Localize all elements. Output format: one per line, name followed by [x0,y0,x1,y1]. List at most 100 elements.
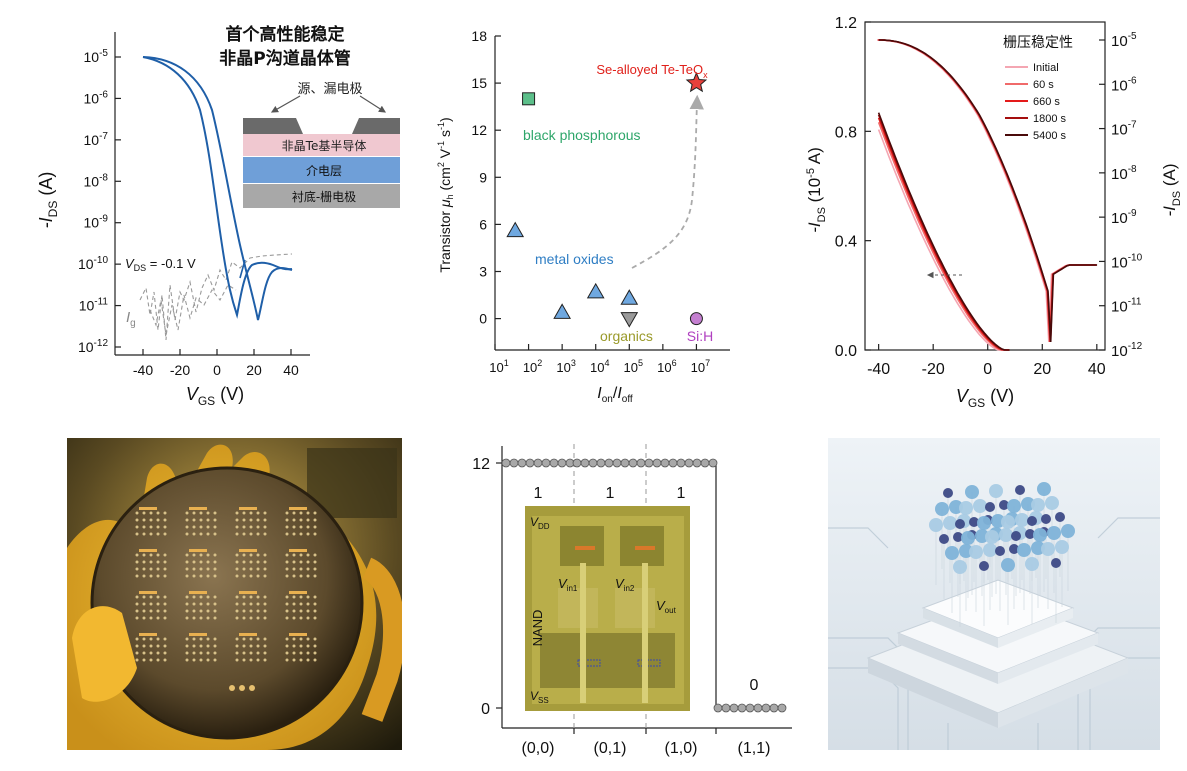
panel-c-y-left-tick-label: 1.2 [835,15,857,32]
data-point-si-h [689,312,703,326]
panel-a-y-axis-label: -IDS (A) [36,172,60,229]
output-datapoint [517,458,527,468]
panel-c-y-right-tick-label: 10-9 [1111,208,1137,227]
substrate-layer [243,184,400,208]
wafer-die-array [135,507,317,662]
panel-b-y-tick-label: 3 [479,264,487,280]
crystal-lattice [929,482,1075,627]
data-point-black-phosphorous [522,92,536,106]
output-datapoint [628,458,638,468]
output-datapoint [761,703,771,713]
panel-e-x-tick-label: (1,1) [738,740,771,757]
output-datapoint [549,458,559,468]
panel-a-y-tick-label: 10-6 [84,89,109,106]
panel-b-x-tick-label: 107 [691,358,710,375]
panel-b-y-tick-label: 18 [471,28,487,44]
panel-b-y-tick-label: 6 [479,216,487,232]
panel-b-y-tick-label: 9 [479,169,487,185]
panel-a-transfer-curve-forward [142,56,293,319]
panel-a-y-tick-label: 10-8 [84,172,109,189]
log-curve-1800-s [878,39,1097,343]
inset-vin2-label: Vin2 [615,576,635,593]
log-curve-60-s [877,39,1096,343]
panel-a-y-tick-label: 10-9 [84,214,109,231]
annotation-black-phosphorous: black phosphorous [523,127,641,143]
panel-c-y-right-tick-label: 10-11 [1111,297,1142,316]
panel-b-y-tick-label: 0 [479,311,487,327]
panel-a-x-axis-label: VGS (V) [186,384,244,408]
output-datapoint [533,458,543,468]
logic-value: 1 [606,485,615,502]
panel-b-axes [494,36,730,351]
output-datapoint [713,703,723,713]
output-datapoint [501,458,511,468]
panel-b-x-tick-label: 105 [624,358,643,375]
panel-c-stability-curve: 0.0 0.4 0.8 1.2 10-5 10-6 10-7 10-8 10-9 10-10 10… [805,15,1183,410]
panel-c-x-tick-label: -40 [867,361,890,378]
legend-label: Initial [1033,62,1059,74]
output-datapoint [676,458,686,468]
output-datapoint [660,458,670,468]
legend-label: 1800 s [1033,113,1067,125]
output-datapoint [753,703,763,713]
panel-a-y-tick-label: 10-7 [84,131,109,148]
semiconductor-layer-label: 非晶Te基半导体 [282,139,367,153]
panel-a-y-tick-label: 10-11 [79,297,109,314]
chip-illustration [828,438,1160,750]
output-datapoint [612,458,622,468]
panel-a-y-tick-label: 10-12 [78,338,108,355]
output-datapoint [700,458,710,468]
panel-a-title-line1: 首个高性能稳定 [226,24,345,45]
output-datapoint [729,703,739,713]
output-datapoint [644,458,654,468]
data-point-metal-oxides [553,303,572,319]
annotation-organics: organics [600,328,653,344]
data-point-se-alloyed-te-teox [685,71,708,93]
panel-c-y-left-tick-label: 0.4 [835,234,857,251]
panel-b-y-axis-label: Transistor μh (cm2 V-1 s-1) [436,117,455,272]
panel-b-x-tick-label: 106 [657,358,676,375]
linear-curve-initial [877,129,1010,351]
panel-b-x-tick-label: 103 [556,358,575,375]
output-datapoint [721,703,731,713]
trend-arrow [631,94,704,269]
annotation-metal-oxides: metal oxides [535,251,614,267]
panel-a-y-tick-label: 10-5 [84,48,109,65]
panel-a-transfer-curve-reverse [142,56,293,321]
panel-c-y-right-tick-label: 10-12 [1111,341,1143,360]
panel-c-y-left-label: -IDS (10-5 A) [805,147,828,233]
inset-vss-label: VSS [530,689,549,705]
panel-e-nand-logic: 12 0 (0,0) (0,1) (1,0) (1,1) VDD VSS Vin1 Vi… [472,444,792,757]
data-point-organics [620,312,639,328]
panel-b-x-axis-label: Ion/Ioff [597,385,633,405]
data-point-metal-oxides [506,221,525,238]
panel-c-frame [864,21,1106,351]
panel-a-x-tick-label: 0 [213,362,221,378]
panel-a-y-tick-label: 10-10 [78,255,108,272]
wafer-photo [67,438,402,750]
device-schematic: 源、漏电极 非晶Te基半导体 介电层 衬底-栅电极 [243,81,400,208]
panel-b-mobility-scatter: 0 3 6 9 12 15 18 101 102 103 104 105 106 107 Transis… [436,28,730,405]
panel-b-x-tick-label: 101 [489,358,508,375]
panel-c-x-tick-label: 0 [983,361,992,378]
panel-c-y-right-tick-label: 10-8 [1111,164,1137,183]
panel-c-legend-title: 栅压稳定性 [1003,35,1073,51]
panel-c-x-tick-label: -20 [922,361,945,378]
panel-e-axes [501,446,792,729]
arrow-left-icon [270,95,301,113]
panel-c-x-axis-label: VGS (V) [956,386,1014,410]
output-datapoint [684,458,694,468]
inset-vdd-label: VDD [530,515,550,531]
output-datapoint [769,703,779,713]
output-datapoint [737,703,747,713]
panel-b-y-tick-label: 12 [471,122,487,138]
output-datapoint [668,458,678,468]
panel-e-x-tick-label: (1,0) [665,740,698,757]
inset-vin1-label: Vin1 [558,576,578,593]
linear-curve-5400-s [877,112,1010,351]
panel-a-axes [114,32,310,356]
output-datapoint [620,458,630,468]
logic-value: 1 [534,485,543,502]
semiconductor-layer [243,134,400,156]
inset-vout-label: Vout [656,598,677,615]
